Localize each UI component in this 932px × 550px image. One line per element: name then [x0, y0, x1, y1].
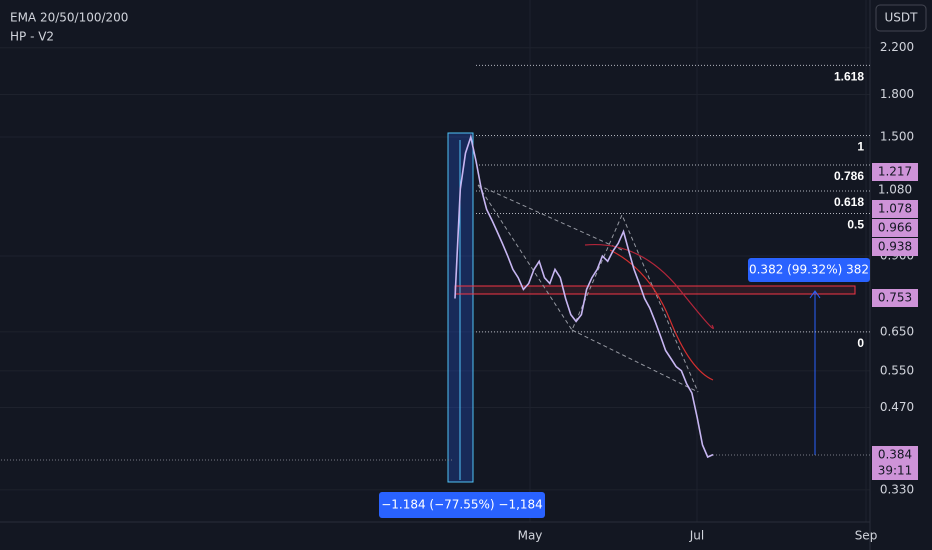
price-tag-label: 1.080 — [878, 183, 912, 197]
indicator-label: EMA 20/50/100/200 — [10, 11, 128, 25]
y-tick-label: 2.200 — [880, 40, 914, 54]
fib-label: 0.5 — [847, 218, 864, 232]
measure-box — [748, 258, 870, 282]
price-tag — [872, 446, 918, 464]
y-tick-label: 0.650 — [880, 324, 914, 338]
y-tick-label: 0.330 — [880, 482, 914, 496]
plot: 1.618 1 0.786 0.618 0.5 0 — [454, 64, 870, 459]
price-tag — [872, 289, 918, 307]
price-line — [454, 133, 714, 459]
measure-label: 0.382 (99.32%) 382 — [749, 263, 869, 277]
fib-label: 0.618 — [834, 195, 864, 209]
measure-label: −1.184 (−77.55%) −1,184 — [381, 498, 543, 512]
currency-button[interactable] — [875, 4, 927, 32]
x-tick-label: Jul — [689, 529, 704, 543]
price-tag-label: 1.217 — [878, 165, 912, 179]
fib-label: 0.786 — [834, 169, 864, 183]
currency-label[interactable]: USDT — [885, 11, 919, 25]
x-tick-label: Sep — [855, 529, 878, 543]
ema-line — [584, 243, 714, 330]
fib-label: 1.618 — [834, 70, 864, 84]
price-tag-label: 0.753 — [878, 291, 912, 305]
y-tick-label: 0.550 — [880, 363, 914, 377]
y-tick-label: 1.500 — [880, 129, 914, 143]
price-tag — [872, 219, 918, 237]
measure-box — [379, 492, 545, 518]
x-tick-label: May — [518, 529, 543, 543]
indicator-label: HP - V2 — [10, 30, 54, 44]
price-tag-label: 1.078 — [878, 202, 912, 216]
price-axis: 2.2001.8001.5000.9000.6500.5500.4700.330… — [872, 40, 918, 496]
price-tag-label: 0.966 — [878, 221, 912, 235]
price-tag — [872, 238, 918, 256]
ema-line — [609, 249, 714, 381]
countdown-label: 39:11 — [878, 464, 913, 478]
y-tick-label: 0.470 — [880, 400, 914, 414]
countdown-tag — [872, 462, 918, 480]
pattern-lines — [477, 184, 699, 393]
fib-label: 1 — [857, 140, 864, 154]
price-tag — [872, 200, 918, 218]
price-tag-label: 0.384 — [878, 448, 912, 462]
price-tag — [872, 181, 918, 199]
price-tag — [872, 163, 918, 181]
fib-label: 0 — [857, 336, 864, 350]
y-tick-label: 1.800 — [880, 87, 914, 101]
arrow-head — [809, 290, 821, 299]
price-tag-label: 0.938 — [878, 240, 912, 254]
